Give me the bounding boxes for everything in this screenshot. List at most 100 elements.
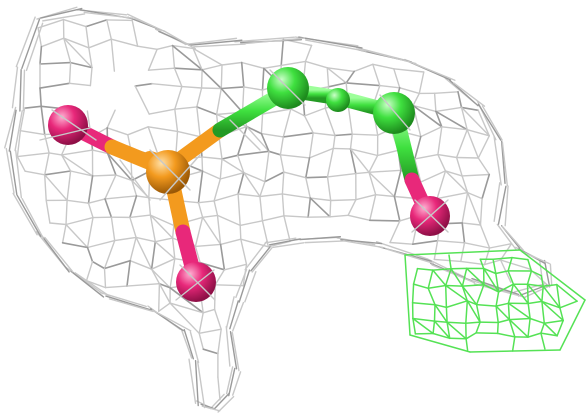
- grey-mesh-strand: [221, 61, 243, 66]
- grey-mesh-contour: [504, 185, 509, 227]
- grey-mesh-strand: [239, 224, 242, 240]
- grey-mesh-strand: [154, 237, 174, 243]
- grey-mesh-strand: [260, 132, 284, 138]
- grey-mesh-strand: [104, 198, 113, 218]
- grey-mesh-contour: [229, 300, 239, 330]
- grey-mesh-strand: [87, 198, 106, 204]
- grey-mesh-contour: [304, 39, 367, 52]
- green-mesh-strand: [446, 321, 467, 340]
- grey-mesh-strand: [281, 193, 311, 199]
- grey-mesh-strand: [305, 176, 311, 199]
- grey-mesh-strand: [304, 157, 311, 179]
- grey-mesh-contour: [375, 241, 429, 260]
- grey-mesh-strand: [332, 134, 336, 150]
- grey-mesh-strand: [329, 214, 349, 218]
- grey-mesh-strand: [347, 198, 357, 217]
- grey-mesh-strand: [304, 44, 313, 63]
- grey-mesh-strand: [477, 109, 490, 137]
- grey-mesh-strand: [393, 195, 401, 222]
- grey-mesh-contour: [229, 331, 238, 370]
- grey-mesh-strand: [461, 173, 490, 177]
- grey-mesh-contour: [200, 403, 214, 410]
- green-mesh-strand: [495, 305, 511, 321]
- green-mesh-strand: [530, 270, 543, 277]
- grey-mesh-strand: [375, 193, 396, 198]
- grey-mesh-strand: [483, 259, 502, 266]
- grey-mesh-strand: [196, 106, 201, 138]
- grey-mesh-contour: [21, 197, 44, 239]
- grey-mesh-strand: [134, 85, 150, 115]
- grey-mesh-contour: [496, 223, 517, 251]
- grey-mesh-strand: [261, 108, 292, 115]
- grey-mesh-contour: [151, 309, 192, 332]
- green-mesh-strand: [427, 287, 436, 306]
- grey-mesh-strand: [353, 63, 374, 73]
- grey-mesh-strand: [216, 214, 222, 246]
- green-mesh-strand: [446, 321, 467, 325]
- grey-mesh-strand: [368, 171, 377, 196]
- green-mesh-strand: [444, 284, 448, 309]
- grey-mesh-contour: [268, 238, 301, 246]
- grey-mesh-contour: [243, 37, 306, 45]
- grey-mesh-strand: [169, 302, 200, 334]
- grey-mesh-strand: [158, 283, 171, 304]
- grey-mesh-strand: [91, 149, 109, 155]
- green-mesh-strand: [540, 322, 546, 334]
- grey-mesh-strand: [149, 214, 174, 239]
- green-mesh-strand: [432, 332, 451, 340]
- grey-mesh-contour: [251, 246, 273, 273]
- green-mesh-strand: [483, 283, 500, 293]
- grey-mesh-strand: [106, 152, 133, 182]
- grey-mesh-contour: [342, 240, 384, 249]
- green-mesh-strand: [541, 300, 561, 309]
- grey-mesh-strand: [217, 376, 221, 401]
- grey-mesh-strand: [198, 332, 205, 350]
- grey-mesh-strand: [49, 222, 67, 226]
- grey-mesh-strand: [200, 87, 223, 90]
- grey-mesh-strand: [171, 44, 176, 69]
- grey-mesh-contour: [44, 236, 74, 273]
- grey-mesh-strand: [149, 214, 175, 227]
- grey-mesh-strand: [60, 149, 94, 156]
- grey-mesh-strand: [303, 107, 326, 117]
- green-mesh-strand: [526, 283, 543, 303]
- green-mesh-strand: [482, 267, 500, 293]
- grey-mesh-strand: [376, 149, 399, 157]
- grey-mesh-contour: [21, 18, 41, 70]
- grey-mesh-strand: [19, 107, 26, 132]
- front-mesh-strand: [159, 154, 201, 201]
- grey-mesh-contour: [501, 225, 525, 252]
- grey-mesh-strand: [39, 45, 43, 65]
- green-mesh-strand: [427, 284, 447, 290]
- grey-mesh-strand: [413, 135, 422, 160]
- grey-mesh-strand: [220, 86, 245, 90]
- grey-mesh-strand: [334, 133, 354, 137]
- green-mesh-strand: [412, 317, 434, 335]
- carbon-atom-2: [326, 88, 350, 112]
- grey-mesh-strand: [69, 61, 93, 69]
- grey-mesh-strand: [85, 19, 108, 28]
- grey-mesh-strand: [307, 197, 312, 218]
- grey-mesh-strand: [218, 135, 223, 160]
- green-mesh-strand: [556, 283, 578, 302]
- grey-mesh-strand: [87, 202, 94, 219]
- grey-mesh-strand: [259, 195, 264, 222]
- grey-mesh-strand: [466, 128, 479, 159]
- grey-mesh-strand: [369, 193, 377, 222]
- grey-mesh-strand: [283, 171, 307, 179]
- grey-mesh-contour: [228, 367, 236, 397]
- grey-mesh-strand: [246, 125, 263, 135]
- grey-mesh-strand: [326, 67, 347, 84]
- green-mesh-strand: [508, 318, 529, 338]
- grey-mesh-contour: [188, 39, 243, 47]
- grey-mesh-strand: [241, 86, 245, 113]
- green-mesh-strand: [445, 306, 448, 324]
- grey-mesh-strand: [436, 170, 447, 200]
- grey-mesh-strand: [68, 82, 92, 87]
- grey-mesh-contour: [362, 49, 417, 65]
- grey-mesh-strand: [106, 19, 113, 40]
- grey-mesh-strand: [308, 132, 314, 159]
- grey-mesh-contour: [524, 284, 552, 298]
- grey-mesh-strand: [106, 109, 116, 129]
- grey-mesh-contour: [493, 182, 501, 223]
